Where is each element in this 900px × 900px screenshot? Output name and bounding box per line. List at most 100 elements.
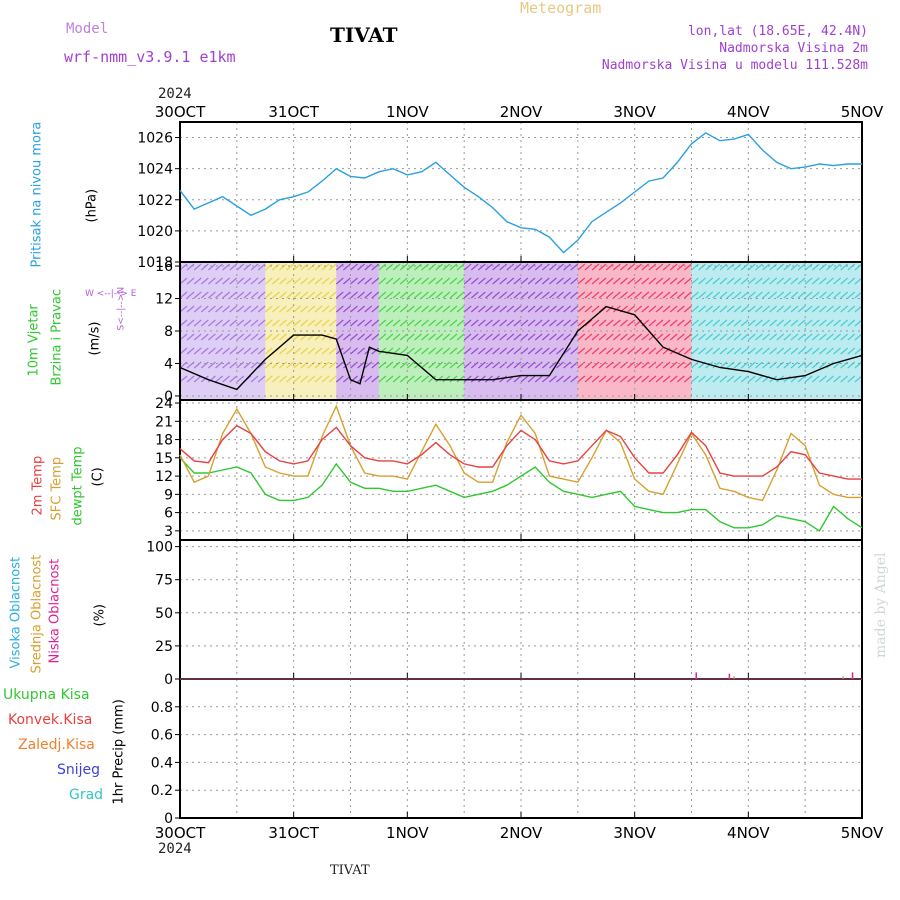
wind-barb xyxy=(485,263,493,271)
wind-barb xyxy=(719,375,728,383)
wind-barb xyxy=(826,263,834,271)
wind-barb xyxy=(712,361,721,369)
wind-barb xyxy=(307,305,316,313)
wind-barb xyxy=(406,263,415,271)
wind-barb xyxy=(570,305,579,313)
temp-ytick-label: 21 xyxy=(155,414,173,430)
wind-barb xyxy=(698,291,706,299)
wind-barb xyxy=(762,347,770,355)
wind-barb xyxy=(634,305,643,313)
wind-barb xyxy=(286,277,294,285)
wind-barb xyxy=(534,333,543,341)
wind-barb xyxy=(215,361,223,369)
wind-barb xyxy=(350,263,358,271)
wind-barb xyxy=(549,375,557,383)
wind-barb xyxy=(769,333,778,341)
wind-barb xyxy=(314,375,323,383)
wind-barb xyxy=(328,319,337,327)
wind-barb xyxy=(747,263,756,271)
wind-barb xyxy=(435,319,444,327)
wind-barb xyxy=(421,291,429,299)
wind-barb xyxy=(414,319,422,327)
wind-barb xyxy=(456,319,465,327)
wind-barb xyxy=(477,305,486,313)
wind-barb xyxy=(343,319,351,327)
wind-barb xyxy=(620,361,628,369)
wind-speed-line xyxy=(179,305,863,391)
wind-barb xyxy=(641,347,650,355)
wind-barb xyxy=(492,305,500,313)
wind-barb xyxy=(193,347,202,355)
wind-barb xyxy=(236,305,245,313)
wind-barb xyxy=(669,291,678,299)
wind-barb xyxy=(712,277,721,285)
wind-barb xyxy=(570,291,579,299)
wind-barb xyxy=(620,347,628,355)
wind-barb xyxy=(669,333,678,341)
wind-barb xyxy=(513,361,522,369)
wind-barb xyxy=(833,375,841,383)
wind-barb xyxy=(513,291,522,299)
wind-barb xyxy=(364,375,373,383)
wind-barb xyxy=(243,319,252,327)
wind-barb xyxy=(591,319,600,327)
wind-barb xyxy=(662,375,671,383)
wind-barb xyxy=(300,263,309,271)
wind-barb xyxy=(307,277,316,285)
wind-barb xyxy=(584,361,593,369)
wind-barb xyxy=(300,375,309,383)
wind-barb xyxy=(712,333,721,341)
wind-barb xyxy=(321,361,330,369)
wind-barb xyxy=(378,263,387,271)
wind-barb xyxy=(612,277,621,285)
wind-barb xyxy=(250,263,259,271)
wind-barb xyxy=(477,361,486,369)
wind-barb xyxy=(655,277,664,285)
wind-barb xyxy=(392,319,401,327)
wind-barb xyxy=(719,319,728,327)
wind-barb xyxy=(612,375,621,383)
wind-barb xyxy=(762,333,770,341)
temp-ytick-label: 18 xyxy=(155,433,173,449)
wind-barb xyxy=(854,277,863,285)
wind-barb xyxy=(769,347,778,355)
wind-barb xyxy=(684,375,692,383)
wind-barb xyxy=(811,305,820,313)
wind-barb xyxy=(485,361,493,369)
wind-barb xyxy=(563,305,572,313)
wind-barb xyxy=(577,305,586,313)
wind-barb xyxy=(193,375,202,383)
wind-barb xyxy=(506,291,515,299)
wind-barb xyxy=(733,319,742,327)
wind-barb xyxy=(350,319,358,327)
wind-barb xyxy=(399,305,408,313)
wind-barb xyxy=(847,375,856,383)
wind-barb xyxy=(264,319,273,327)
x-tick-label-top: 4NOV xyxy=(727,103,770,121)
wind-barb xyxy=(250,333,259,341)
wind-barb xyxy=(811,333,820,341)
temp-ytick-label: 3 xyxy=(164,524,173,540)
precip-conv-label: Konvek.Kisa xyxy=(8,712,93,728)
wind-barb xyxy=(485,347,493,355)
wind-barb xyxy=(208,319,216,327)
wind-barb xyxy=(257,277,266,285)
wind-barb xyxy=(840,319,849,327)
wind-barb xyxy=(570,263,579,271)
wind-barb xyxy=(371,361,380,369)
wind-barb xyxy=(755,291,763,299)
wind-barb xyxy=(570,347,579,355)
wind-barb xyxy=(698,305,706,313)
cloud-ytick-label: 0 xyxy=(164,672,173,688)
wind-barb xyxy=(250,319,259,327)
wind-barb xyxy=(534,347,543,355)
wind-barb xyxy=(293,319,302,327)
wind-barb xyxy=(357,347,365,355)
wind-barb xyxy=(449,305,458,313)
wind-barb xyxy=(541,291,550,299)
wind-barb xyxy=(257,347,266,355)
wind-barb xyxy=(577,333,586,341)
year-top: 2024 xyxy=(158,86,192,102)
wind-barb xyxy=(783,277,792,285)
wind-barb xyxy=(726,375,735,383)
